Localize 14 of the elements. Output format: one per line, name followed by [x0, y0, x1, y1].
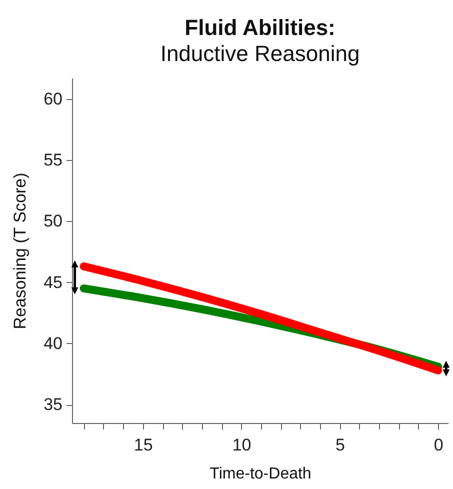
- chart-title: Fluid Abilities:: [184, 15, 336, 40]
- y-tick-label: 40: [44, 334, 62, 353]
- y-tick-label: 35: [44, 395, 62, 414]
- chart-subtitle: Inductive Reasoning: [160, 41, 360, 66]
- y-tick-label: 55: [44, 150, 62, 170]
- x-tick-label: 10: [232, 436, 252, 454]
- y-tick-label: 50: [44, 212, 62, 231]
- x-tick-label: 0: [434, 436, 444, 454]
- x-axis-title: Time-to-Death: [210, 466, 312, 482]
- y-tick-label: 45: [44, 272, 62, 292]
- x-tick-label: 15: [134, 436, 153, 454]
- y-tick-label: 60: [44, 89, 62, 108]
- y-axis-title: Reasoning (T Score): [10, 172, 30, 330]
- x-tick-label: 5: [335, 436, 345, 454]
